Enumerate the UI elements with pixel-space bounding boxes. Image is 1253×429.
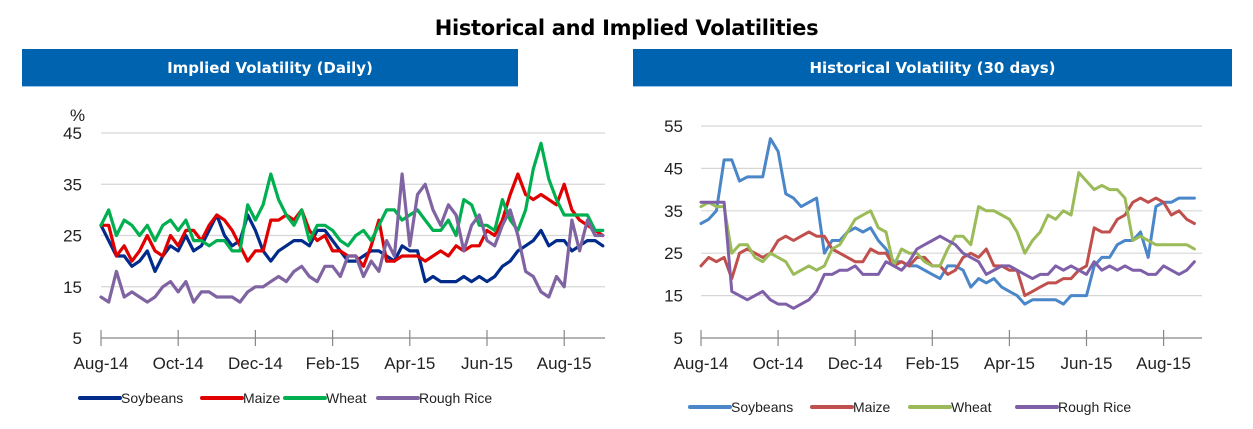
page-title: Historical and Implied Volatilities (434, 16, 819, 40)
x-tick-label: Jun-15 (461, 354, 513, 373)
x-tick-label: Feb-15 (306, 354, 360, 373)
y-tick-label: 55 (664, 117, 683, 136)
x-tick-label: Aug-15 (1136, 354, 1191, 373)
series-line-rough-rice (699, 200, 1196, 310)
x-tick-label: Jun-15 (1061, 354, 1113, 373)
y-tick-label: 15 (63, 278, 82, 297)
series-line-wheat (699, 171, 1196, 276)
x-tick-label: Dec-14 (828, 354, 883, 373)
x-tick-label: Aug-14 (674, 354, 729, 373)
series-line-soybeans (699, 137, 1196, 306)
y-tick-label: 25 (63, 227, 82, 246)
legend-label: Wheat (326, 390, 367, 406)
legend-label: Soybeans (121, 390, 183, 406)
y-axis-label: % (70, 106, 85, 125)
x-tick-label: Apr-15 (384, 354, 435, 373)
legend-label: Maize (243, 390, 281, 406)
legend-label: Rough Rice (419, 390, 492, 406)
series-line-wheat (99, 141, 605, 253)
x-tick-label: Dec-14 (228, 354, 283, 373)
y-tick-label: 5 (73, 329, 82, 348)
legend-label: Rough Rice (1058, 399, 1131, 415)
legend-label: Soybeans (731, 399, 793, 415)
x-tick-label: Aug-14 (74, 354, 129, 373)
historical-volatility-chart: 5 15 25 35 45 55 Aug-14 Oct-14 Dec-14 Feb-15 Apr-1… (664, 117, 1202, 415)
implied-volatility-chart: 5 15 25 35 45% Aug-14 Oct-14 Dec-14 Feb-15 Apr-15… (63, 106, 605, 406)
x-tick-label: Apr-15 (984, 354, 1035, 373)
implied-volatility-banner: Implied Volatility (Daily) (22, 49, 518, 87)
y-tick-label: 5 (674, 329, 683, 348)
x-tick-label: Oct-14 (753, 354, 804, 373)
legend-label: Maize (853, 399, 891, 415)
y-tick-label: 35 (63, 175, 82, 194)
y-tick-label: 45 (664, 159, 683, 178)
y-tick-label: 15 (664, 287, 683, 306)
x-tick-label: Oct-14 (153, 354, 204, 373)
x-tick-label: Aug-15 (537, 354, 592, 373)
series-line-maize (699, 196, 1196, 298)
historical-volatility-banner: Historical Volatility (30 days) (633, 49, 1232, 87)
series-line-rough-rice (99, 172, 605, 304)
y-tick-label: 35 (664, 202, 683, 221)
x-tick-label: Feb-15 (905, 354, 959, 373)
y-tick-label: 25 (664, 244, 683, 263)
series-line-maize (99, 172, 605, 268)
legend-label: Wheat (951, 399, 992, 415)
series-line-soybeans (99, 213, 605, 284)
y-tick-label: 45 (63, 124, 82, 143)
